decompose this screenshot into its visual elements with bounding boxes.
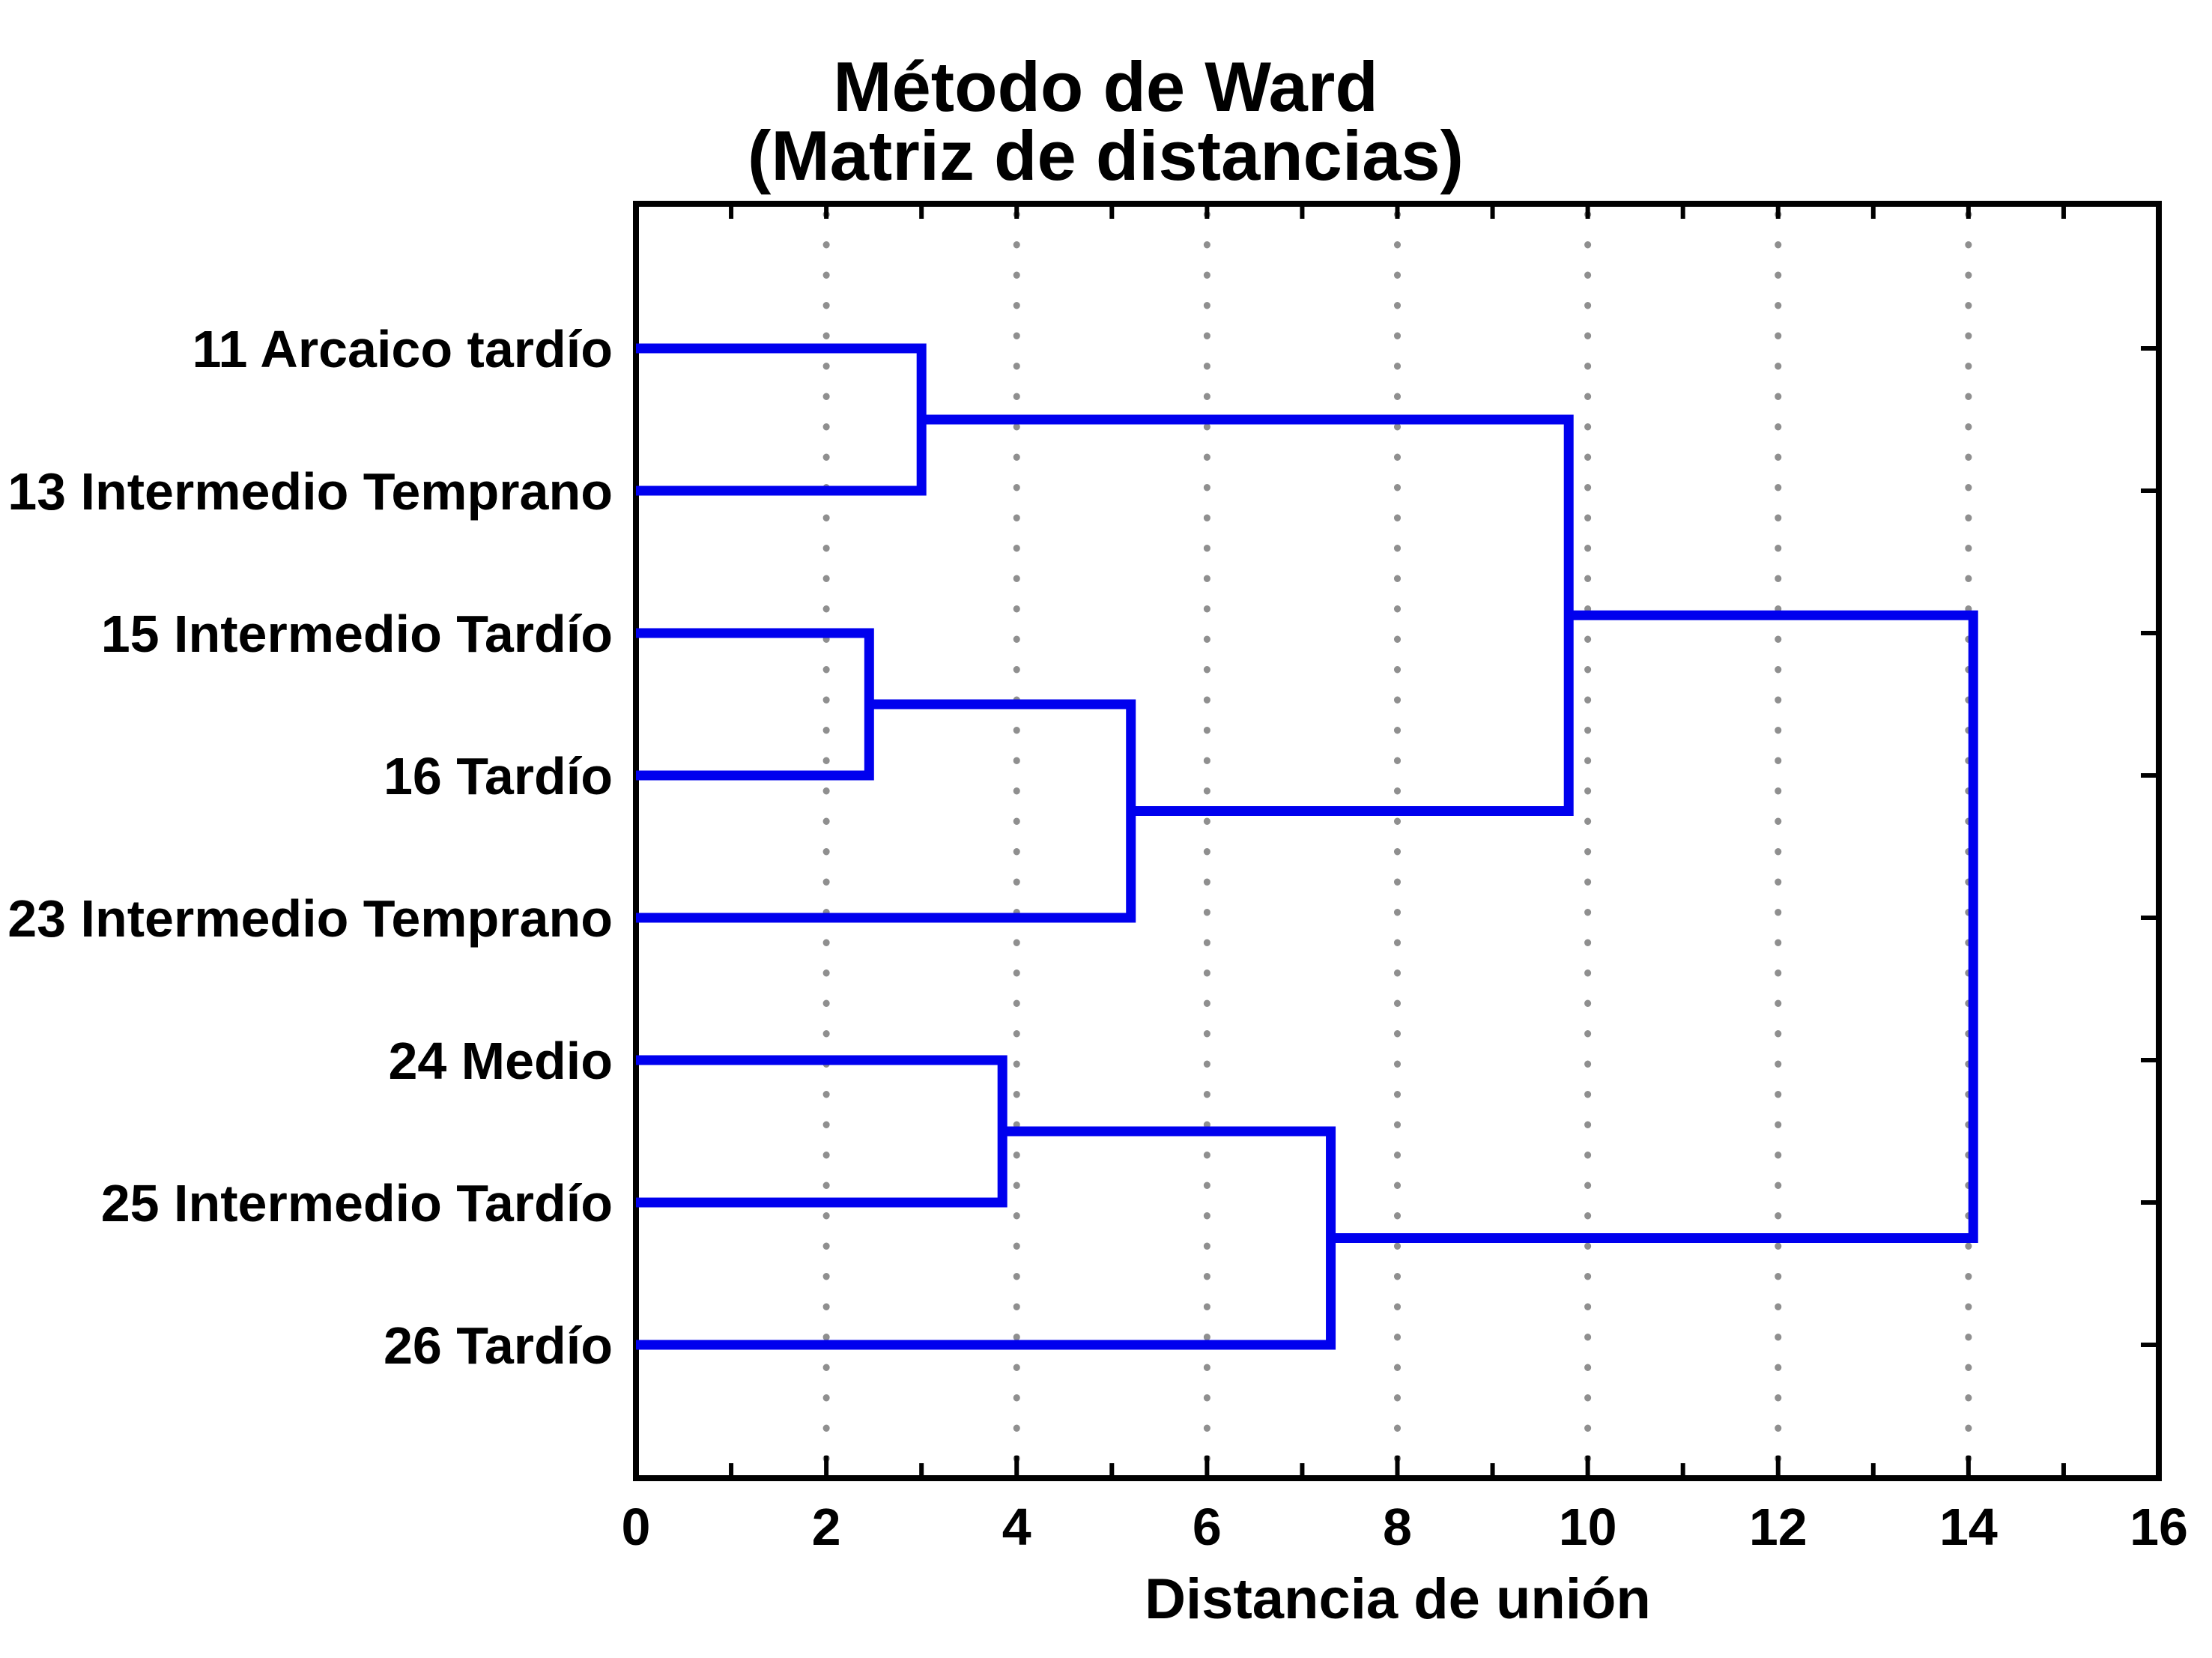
x-tick-label: 0: [622, 1498, 651, 1556]
cluster-link: [636, 699, 1136, 923]
chart-title-line2: (Matriz de distancias): [748, 116, 1464, 195]
leaf-label: 13 Intermedio Temprano: [7, 462, 613, 521]
x-axis-label: Distancia de unión: [1145, 1567, 1651, 1631]
leaf-label: 11 Arcaico tardío: [192, 320, 613, 378]
leaf-label: 15 Intermedio Tardío: [101, 605, 613, 663]
leaf-label: 16 Tardío: [384, 747, 613, 805]
x-tick-label: 2: [812, 1498, 841, 1556]
cluster-link: [636, 628, 874, 781]
leaf-label: 23 Intermedio Temprano: [7, 889, 613, 948]
cluster-link: [636, 1126, 1336, 1350]
x-tick-label: 4: [1002, 1498, 1031, 1556]
cluster-link: [636, 343, 927, 496]
dendrogram-tree: [636, 343, 1978, 1350]
cluster-link: [636, 1055, 1007, 1208]
labels: 11 Arcaico tardío 13 Intermedio Temprano 1…: [7, 320, 2188, 1556]
x-tick-label: 16: [2130, 1498, 2188, 1556]
cluster-link: [1330, 610, 1978, 1243]
plot-frame: [633, 201, 2162, 1481]
chart-title-line1: Método de Ward: [833, 47, 1378, 126]
x-tick-label: 14: [1939, 1498, 1998, 1556]
leaf-label: 26 Tardío: [384, 1316, 613, 1375]
x-tick-label: 12: [1749, 1498, 1808, 1556]
x-tick-label: 10: [1559, 1498, 1617, 1556]
gridlines: [822, 211, 1972, 1474]
x-tick-label: 6: [1193, 1498, 1222, 1556]
leaf-label: 25 Intermedio Tardío: [101, 1174, 613, 1232]
x-tick-label: 8: [1383, 1498, 1412, 1556]
leaf-label: 24 Medio: [388, 1032, 613, 1090]
cluster-link: [921, 414, 1574, 816]
